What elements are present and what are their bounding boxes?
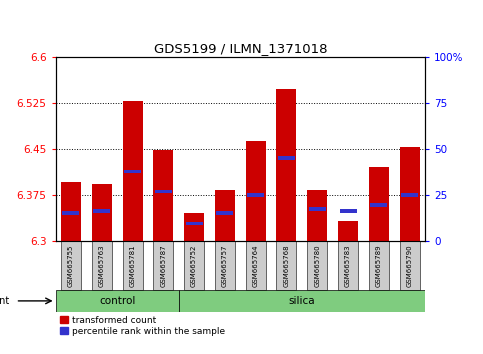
Bar [92, 184, 112, 241]
Bar [155, 190, 172, 194]
Bar [278, 156, 295, 160]
Bar [276, 241, 297, 290]
Text: GSM665755: GSM665755 [68, 244, 74, 287]
Bar [370, 203, 387, 207]
Bar [216, 211, 233, 215]
Bar [276, 88, 297, 241]
Bar [307, 241, 327, 290]
Bar [215, 190, 235, 241]
Text: GSM665768: GSM665768 [284, 244, 289, 287]
Text: GSM665790: GSM665790 [407, 244, 412, 287]
Bar [340, 210, 356, 213]
Bar [153, 150, 173, 241]
Text: GSM665787: GSM665787 [160, 244, 166, 287]
Text: GSM665752: GSM665752 [191, 244, 197, 287]
Bar [401, 193, 418, 196]
Bar [153, 241, 173, 290]
Bar [184, 241, 204, 290]
Bar [309, 207, 326, 211]
Bar [338, 241, 358, 290]
Bar [399, 241, 420, 290]
Bar [185, 222, 202, 225]
Legend: transformed count, percentile rank within the sample: transformed count, percentile rank withi… [60, 316, 225, 336]
Bar [123, 102, 142, 241]
Text: GSM665783: GSM665783 [345, 244, 351, 287]
Text: GSM665757: GSM665757 [222, 244, 228, 287]
Bar [61, 182, 81, 241]
Bar [184, 213, 204, 241]
Text: GSM665763: GSM665763 [99, 244, 105, 287]
Bar [179, 290, 425, 312]
Bar [246, 241, 266, 290]
Text: GSM665780: GSM665780 [314, 244, 320, 287]
Bar [61, 241, 81, 290]
Bar [215, 241, 235, 290]
Text: GSM665764: GSM665764 [253, 244, 259, 287]
Bar [123, 241, 142, 290]
Text: agent: agent [0, 296, 9, 306]
Text: control: control [99, 296, 135, 306]
Text: GSM665789: GSM665789 [376, 244, 382, 287]
Bar [247, 193, 264, 196]
Bar [62, 211, 79, 215]
Text: GSM665781: GSM665781 [129, 244, 136, 287]
Bar [399, 148, 420, 241]
Text: silica: silica [288, 296, 315, 306]
Bar [246, 141, 266, 241]
Bar [93, 210, 110, 213]
Title: GDS5199 / ILMN_1371018: GDS5199 / ILMN_1371018 [154, 42, 327, 56]
Bar [307, 190, 327, 241]
Bar [369, 167, 389, 241]
Bar [92, 241, 112, 290]
Bar [124, 170, 141, 173]
Bar [369, 241, 389, 290]
Bar [338, 221, 358, 241]
Bar [56, 290, 179, 312]
